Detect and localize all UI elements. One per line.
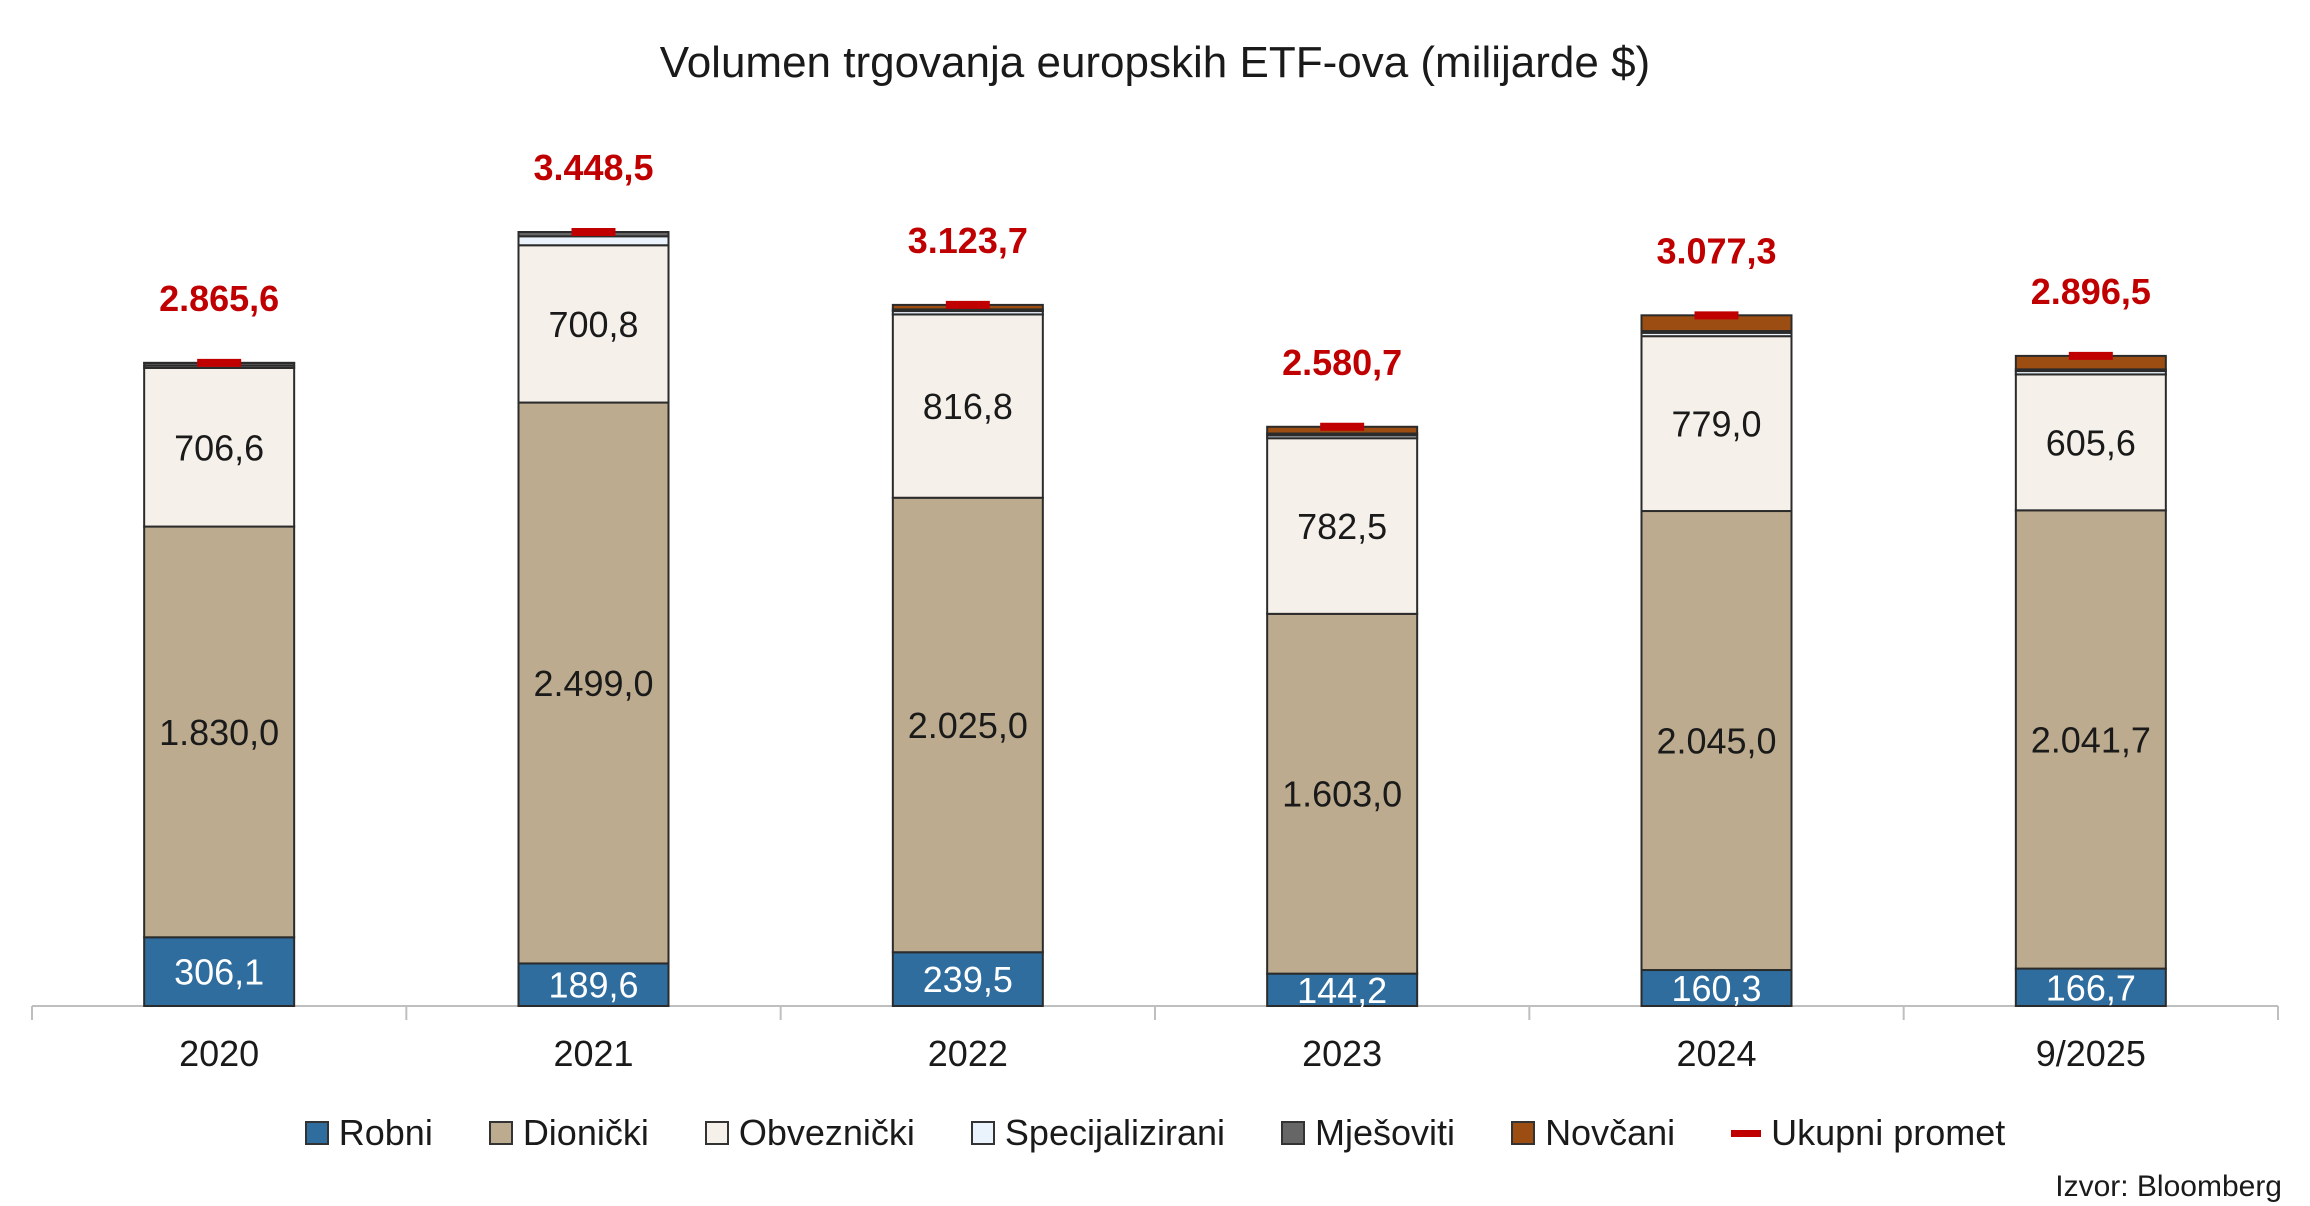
bar-obveznicki-2024 bbox=[1640, 335, 1793, 513]
bar-robni-2024 bbox=[1640, 969, 1793, 1008]
legend-label-obveznicki: Obveznički bbox=[738, 1112, 915, 1153]
data-label-robni-2023: 144,2 bbox=[1297, 970, 1387, 1011]
legend-swatch-specijalizirani bbox=[970, 1121, 995, 1145]
data-label-dionicki-2024: 2.045,0 bbox=[1656, 721, 1776, 762]
data-label-dionicki-2021: 2.499,0 bbox=[533, 663, 653, 704]
x-tick-label-9-2025: 9/2025 bbox=[2036, 1033, 2146, 1074]
legend-item-specijalizirani[interactable]: Specijalizirani bbox=[970, 1112, 1226, 1154]
x-tick-label-2020: 2020 bbox=[179, 1033, 259, 1074]
legend-swatch-novcani bbox=[1511, 1121, 1536, 1145]
data-label-obveznicki-2020: 706,6 bbox=[174, 427, 264, 468]
legend-item-novcani[interactable]: Novčani bbox=[1511, 1112, 1675, 1154]
legend-label-novcani: Novčani bbox=[1545, 1112, 1676, 1153]
bar-robni-2021 bbox=[517, 962, 670, 1007]
chart-title: Volumen trgovanja europskih ETF-ova (mil… bbox=[659, 38, 1651, 87]
data-label-obveznicki-2023: 782,5 bbox=[1297, 506, 1387, 547]
total-label-2023: 2.580,7 bbox=[1282, 342, 1402, 383]
bar-dionicki-2022 bbox=[891, 496, 1044, 954]
bar-obveznicki-2020 bbox=[143, 366, 296, 528]
data-label-obveznicki-2022: 816,8 bbox=[923, 386, 1013, 427]
legend-item-obveznicki[interactable]: Obveznički bbox=[704, 1112, 915, 1154]
data-label-dionicki-2020: 1.830,0 bbox=[159, 712, 279, 753]
legend-item-robni[interactable]: Robni bbox=[304, 1112, 433, 1154]
legend-label-specijalizirani: Specijalizirani bbox=[1004, 1112, 1226, 1153]
bar-dionicki-2020 bbox=[143, 525, 296, 939]
legend-label-ukupni-promet: Ukupni promet bbox=[1771, 1112, 2006, 1153]
legend-item-ukupni-promet[interactable]: Ukupni promet bbox=[1731, 1112, 2005, 1154]
bar-dionicki-2021 bbox=[517, 401, 670, 965]
total-label-2020: 2.865,6 bbox=[159, 278, 279, 319]
total-label-2021: 3.448,5 bbox=[533, 147, 653, 188]
total-label-2022: 3.123,7 bbox=[908, 220, 1028, 261]
legend-swatch-obveznicki bbox=[704, 1121, 729, 1145]
total-label-9-2025: 2.896,5 bbox=[2031, 271, 2151, 312]
bar-robni-2020 bbox=[143, 936, 296, 1007]
legend-swatch-robni bbox=[304, 1121, 329, 1145]
total-label-2024: 3.077,3 bbox=[1656, 230, 1776, 271]
data-label-obveznicki-2021: 700,8 bbox=[548, 304, 638, 345]
data-label-dionicki-2022: 2.025,0 bbox=[908, 705, 1028, 746]
legend-swatch-dionicki bbox=[488, 1121, 513, 1145]
data-label-robni-2020: 306,1 bbox=[174, 952, 264, 993]
data-label-robni-2021: 189,6 bbox=[548, 965, 638, 1006]
data-label-obveznicki-2024: 779,0 bbox=[1671, 404, 1761, 445]
bar-dionicki-2024 bbox=[1640, 510, 1793, 972]
bar-specijalizirani-2021 bbox=[517, 235, 670, 247]
data-label-robni-9-2025: 166,7 bbox=[2046, 967, 2136, 1008]
bar-obveznicki-2023 bbox=[1266, 437, 1419, 615]
legend-label-dionicki: Dionički bbox=[522, 1112, 649, 1153]
legend-label-mjesoviti: Mješoviti bbox=[1315, 1112, 1456, 1153]
x-tick-label-2021: 2021 bbox=[553, 1033, 633, 1074]
legend-item-mjesoviti[interactable]: Mješoviti bbox=[1281, 1112, 1455, 1154]
legend: Robni Dionički Obveznički Specijaliziran… bbox=[0, 1112, 2310, 1154]
bar-robni-2022 bbox=[891, 951, 1044, 1007]
bar-dionicki-9-2025 bbox=[2014, 509, 2167, 970]
bar-obveznicki-2021 bbox=[517, 244, 670, 404]
source-note: Izvor: Bloomberg bbox=[2055, 1170, 2282, 1203]
legend-swatch-mjesoviti bbox=[1281, 1121, 1306, 1145]
data-label-robni-2022: 239,5 bbox=[923, 959, 1013, 1000]
bar-obveznicki-9-2025 bbox=[2014, 373, 2167, 512]
x-tick-label-2023: 2023 bbox=[1302, 1033, 1382, 1074]
bar-obveznicki-2022 bbox=[891, 313, 1044, 499]
legend-swatch-ukupni-promet bbox=[1731, 1129, 1762, 1137]
x-tick-label-2022: 2022 bbox=[928, 1033, 1008, 1074]
data-label-dionicki-2023: 1.603,0 bbox=[1282, 774, 1402, 815]
data-label-dionicki-9-2025: 2.041,7 bbox=[2031, 719, 2151, 760]
legend-label-robni: Robni bbox=[338, 1112, 433, 1153]
data-label-robni-2024: 160,3 bbox=[1671, 968, 1761, 1009]
legend-item-dionicki[interactable]: Dionički bbox=[488, 1112, 649, 1154]
data-label-obveznicki-9-2025: 605,6 bbox=[2046, 422, 2136, 463]
x-tick-label-2024: 2024 bbox=[1676, 1033, 1756, 1074]
